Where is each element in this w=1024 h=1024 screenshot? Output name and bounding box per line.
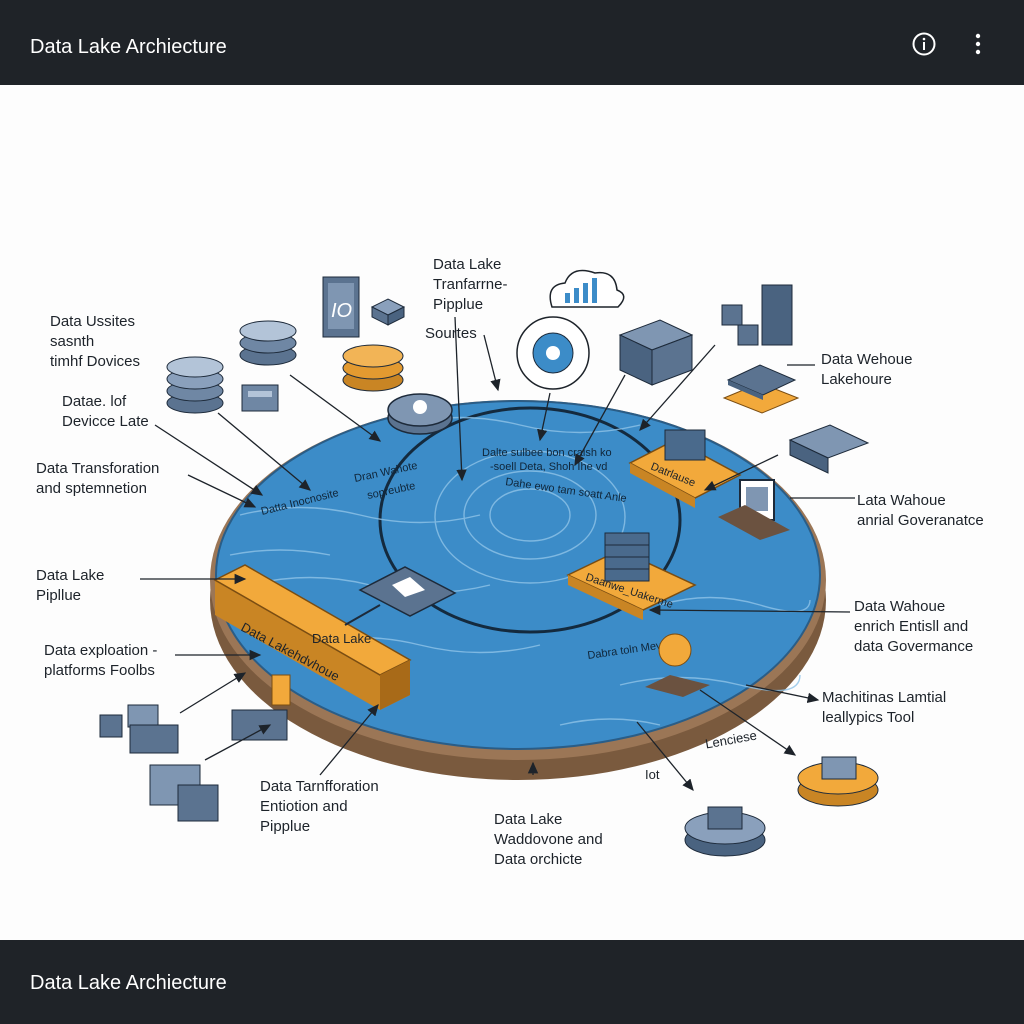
app-header: Data Lake Archiecture [0, 0, 1024, 85]
warehouse-tile: Datrlause [628, 429, 742, 508]
cloud-chart-icon [549, 269, 625, 308]
label-device-lake: Datae. lof Devicce Late [62, 393, 149, 430]
diagram-canvas: Data Lake Data Lakehdvhoue Datrlause Daa… [0, 85, 1024, 940]
monitor-icon [718, 479, 790, 540]
more-vertical-icon[interactable] [964, 30, 992, 58]
info-icon[interactable] [910, 30, 938, 58]
database-stack-icon-2 [239, 320, 297, 366]
architecture-diagram: Data Lake Data Lakehdvhoue Datrlause Daa… [99, 269, 879, 857]
device-icon [788, 424, 870, 474]
orange-disk-icon [342, 344, 404, 392]
label-ml-tool: Machitinas Lamtial leallypics Tool [822, 689, 947, 726]
label-governance-top: Lata Wahoue anrial Goveranatce [857, 492, 984, 529]
lake-orange-label-1: Data Lake [312, 631, 371, 646]
server-box-icon [241, 384, 279, 412]
cube-cluster-left-icon [99, 704, 288, 822]
gear-icon [516, 316, 590, 390]
label-pipeline-left: Data Lake Pipllue [36, 567, 105, 604]
app-footer: Data Lake Archiecture [0, 940, 1024, 1024]
lightbulb-icon [645, 633, 710, 697]
label-warehouse-top: Data Wehoue Lakehoure [821, 351, 913, 388]
cpu-disk-icon-blue [684, 806, 766, 857]
svg-text:-soell Deta, Shoh Ihe vd: -soell Deta, Shoh Ihe vd [490, 461, 607, 473]
center-node-mid [344, 566, 457, 626]
label-transformation-left: Data Transforation and sptemnetion [36, 460, 160, 497]
svg-text:IO: IO [331, 300, 352, 322]
database-stack-icon [166, 356, 224, 414]
small-cube-icon [370, 298, 406, 326]
label-center: Data Lake Tranfarrne- Pipplue [433, 256, 508, 313]
server-rack-icon [618, 319, 694, 386]
label-warehouse-bottom: Data Lake Waddovone and Data orchicte [494, 811, 603, 868]
lakehouse-slab: Data Lake Data Lakehdvhoue [213, 564, 412, 710]
footer-title: Data Lake Archiecture [30, 972, 227, 994]
svg-text:Dalte sulbee bon cralsh ko: Dalte sulbee bon cralsh ko [482, 447, 612, 459]
warehouse-box-icon [722, 364, 800, 414]
page-title: Data Lake Archiecture [30, 36, 227, 58]
label-transformation-bottom: Data Tarnfforation Entiotion and Pipplue [260, 778, 379, 835]
io-block-icon: IO [322, 276, 360, 338]
cpu-disk-icon-orange [797, 756, 879, 807]
center-node-top [387, 393, 453, 435]
label-exploration: Data exploation - platforms Foolbs [44, 642, 158, 679]
label-governance-mid: Data Wahoue enrich Entisll and data Gove… [854, 598, 974, 655]
label-iot: Iot [645, 767, 660, 782]
label-sources-devices: Data Ussites sasnth timhf Dovices [50, 313, 141, 370]
label-sources: Sourtes [425, 325, 477, 342]
cube-cluster-icon [721, 284, 793, 346]
